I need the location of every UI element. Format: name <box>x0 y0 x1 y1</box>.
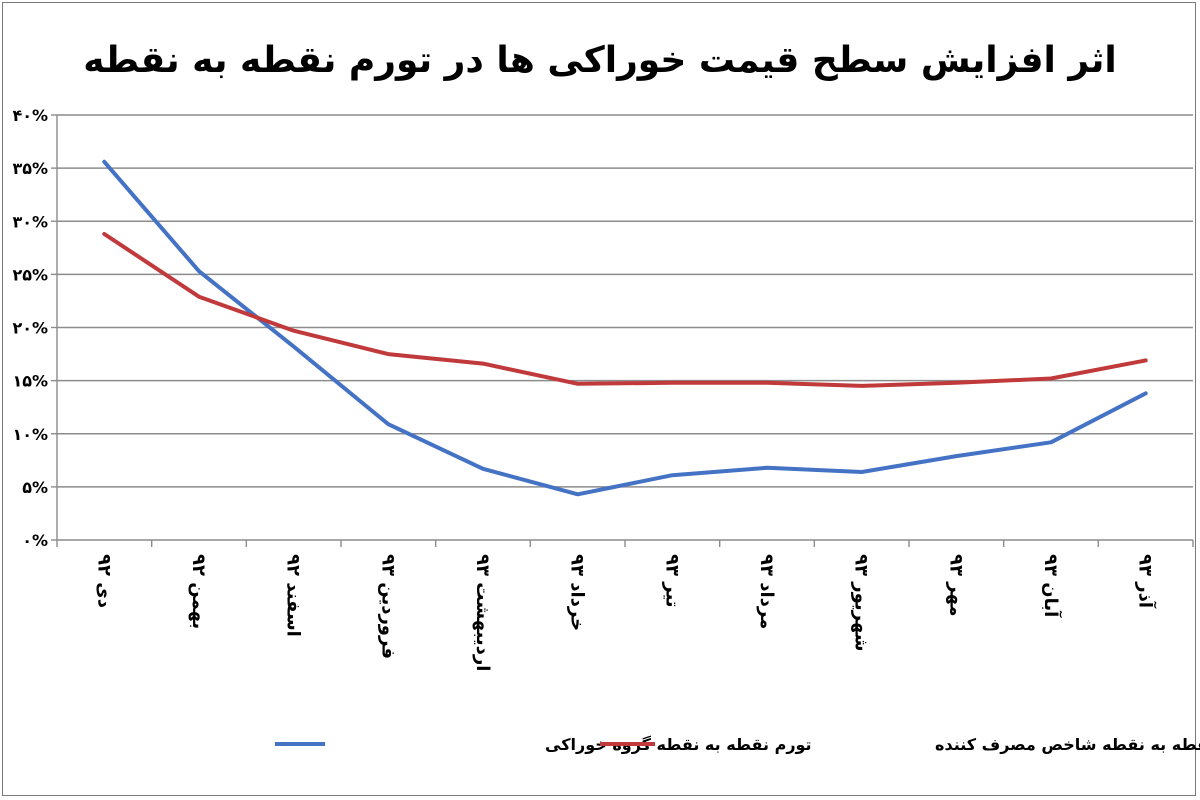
x-tick-label: مرداد ۹۳ <box>756 554 777 629</box>
x-tick-label: اردیبهشت ۹۳ <box>472 554 493 671</box>
y-tick-label: ۳۰% <box>12 212 48 231</box>
x-tick-label: اسفند ۹۲ <box>283 554 304 637</box>
axes <box>51 114 1194 547</box>
chart-title: اثر افزایش سطح قیمت خوراکی ها در تورم نق… <box>83 40 1117 81</box>
x-tick-label: دی ۹۲ <box>93 554 114 608</box>
series-lines <box>102 159 1148 497</box>
y-tick-label: ۲۰% <box>12 319 48 338</box>
y-tick-label: ۱۵% <box>12 372 48 391</box>
y-tick-label: ۳۵% <box>12 159 48 178</box>
x-tick-label: خرداد ۹۳ <box>567 554 588 631</box>
y-tick-label: ۱۰% <box>12 425 48 444</box>
x-tick-label: آذر ۹۳ <box>1135 554 1158 609</box>
y-tick-label: ۵% <box>22 478 48 497</box>
series-line-food <box>102 159 1148 497</box>
legend-label: تورم نقطه به نقطه شاخص مصرف کننده <box>935 735 1200 754</box>
x-tick-label: مهر ۹۳ <box>945 554 966 616</box>
x-tick-label: بهمن ۹۲ <box>188 554 209 629</box>
legend-label: تورم نقطه به نقطه گروه خوراکی <box>545 735 812 754</box>
y-tick-label: ۴۰% <box>12 106 48 125</box>
x-tick-label: تیر ۹۳ <box>661 554 682 608</box>
y-tick-label: ۲۵% <box>12 265 48 284</box>
x-tick-label: آبان ۹۳ <box>1040 554 1063 618</box>
x-tick-label: فروردین ۹۳ <box>377 554 398 659</box>
y-axis-tick-labels: ۰% ۵% ۱۰% ۱۵% ۲۰% ۲۵% ۳۰% ۳۵% ۴۰% <box>12 106 48 550</box>
gridlines <box>57 114 1193 488</box>
x-axis-tick-labels: دی ۹۲ بهمن ۹۲ اسفند ۹۲ فروردین ۹۳ اردیبهشت ۹… <box>93 554 1157 671</box>
x-tick-label: شهریور ۹۳ <box>851 554 872 651</box>
series-line-cpi <box>102 232 1148 388</box>
legend: تورم نقطه به نقطه گروه خوراکی تورم نقطه ب… <box>275 735 1200 754</box>
y-tick-label: ۰% <box>22 531 48 550</box>
